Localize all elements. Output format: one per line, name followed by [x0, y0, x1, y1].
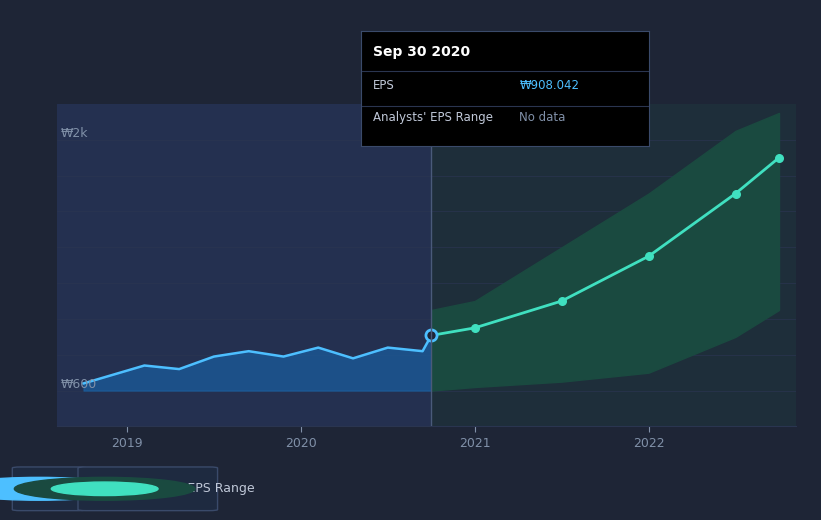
Text: ₩908.042: ₩908.042: [520, 79, 580, 92]
Bar: [431, 104, 796, 426]
Text: Actual: Actual: [383, 114, 423, 127]
Text: Analysts Forecasts: Analysts Forecasts: [440, 114, 557, 127]
Point: [773, 153, 786, 162]
Text: ₩600: ₩600: [61, 378, 97, 391]
Point: [729, 189, 742, 198]
Text: Sep 30 2020: Sep 30 2020: [373, 45, 470, 59]
Circle shape: [0, 477, 130, 500]
Text: No data: No data: [520, 111, 566, 124]
FancyBboxPatch shape: [78, 467, 218, 511]
Text: EPS: EPS: [373, 79, 394, 92]
Text: ₩2k: ₩2k: [61, 127, 89, 140]
Circle shape: [51, 482, 158, 496]
Text: Analysts' EPS Range: Analysts' EPS Range: [373, 111, 493, 124]
Point: [642, 252, 655, 261]
Point: [555, 297, 568, 305]
Text: EPS: EPS: [62, 483, 85, 495]
Text: Analysts' EPS Range: Analysts' EPS Range: [127, 483, 255, 495]
Point: [468, 324, 481, 332]
Circle shape: [14, 477, 195, 500]
FancyBboxPatch shape: [12, 467, 86, 511]
Bar: [57, 104, 431, 426]
